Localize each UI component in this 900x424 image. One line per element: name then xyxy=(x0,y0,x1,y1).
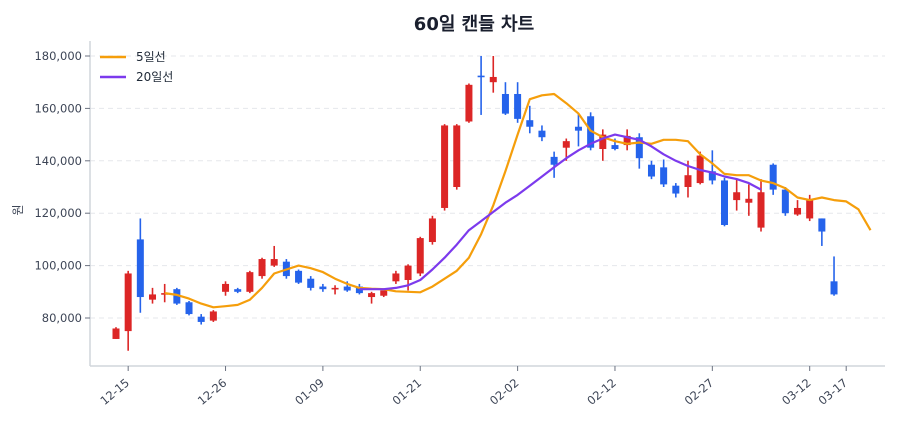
x-tick-label: 01-09 xyxy=(292,376,327,408)
ma5-line xyxy=(164,92,872,309)
legend: 5일선 20일선 xyxy=(100,50,173,84)
x-tick-label: 12-26 xyxy=(195,376,230,408)
candle xyxy=(830,256,838,296)
candle xyxy=(136,218,144,313)
candle xyxy=(599,129,607,161)
y-tick-label: 100,000 xyxy=(34,259,82,273)
x-tick-label: 02-27 xyxy=(682,376,717,408)
y-tick-label: 160,000 xyxy=(34,101,82,115)
candle xyxy=(331,285,339,295)
candle xyxy=(477,56,485,115)
candle xyxy=(818,218,826,246)
x-tick-label: 02-12 xyxy=(584,376,619,408)
candle xyxy=(501,82,509,115)
moving-average-lines xyxy=(164,92,872,309)
y-tick-label: 140,000 xyxy=(34,154,82,168)
candle xyxy=(368,291,376,304)
candle xyxy=(149,287,157,304)
candle xyxy=(489,56,497,93)
candle xyxy=(781,187,789,216)
x-tick-label: 03-12 xyxy=(779,376,814,408)
legend-label-20day: 20일선 xyxy=(136,70,173,84)
candle xyxy=(392,270,400,284)
candle xyxy=(258,257,266,279)
x-tick-label: 02-02 xyxy=(487,376,522,408)
candle xyxy=(270,245,278,267)
candle xyxy=(319,283,327,292)
ma20-line xyxy=(359,133,762,291)
candle xyxy=(124,270,132,351)
candle xyxy=(647,160,655,180)
candle xyxy=(380,290,388,298)
candle xyxy=(721,177,728,227)
y-tick-label: 120,000 xyxy=(34,206,82,220)
x-tick-label: 01-21 xyxy=(390,376,425,408)
candle xyxy=(185,300,193,316)
candle xyxy=(234,287,242,294)
candle xyxy=(794,200,802,216)
candle xyxy=(733,179,741,211)
axes xyxy=(89,41,885,367)
candle xyxy=(112,327,120,339)
y-tick-label: 180,000 xyxy=(34,49,82,63)
candle xyxy=(745,184,753,216)
candle xyxy=(307,276,315,291)
chart-title: 60일 캔들 차트 xyxy=(414,14,534,35)
gridlines xyxy=(90,55,885,319)
legend-label-5day: 5일선 xyxy=(136,50,166,64)
candle xyxy=(514,82,522,123)
candle xyxy=(550,151,558,178)
candle xyxy=(769,163,777,195)
candle xyxy=(453,124,461,190)
candle xyxy=(708,150,716,185)
candle xyxy=(465,83,473,123)
candle xyxy=(416,236,424,277)
candle xyxy=(660,159,668,187)
x-axis-ticks: 12-15 12-26 01-09 01-21 02-02 02-12 02-27 03-12… xyxy=(97,366,850,408)
candle xyxy=(197,314,205,325)
candle xyxy=(757,179,765,232)
candle xyxy=(222,281,230,296)
x-tick-label: 12-15 xyxy=(97,376,132,408)
candle xyxy=(441,124,449,211)
y-axis-label: 원 xyxy=(11,204,25,215)
candle xyxy=(295,269,303,284)
candle xyxy=(672,183,680,198)
candle xyxy=(246,270,254,294)
candle xyxy=(428,215,436,245)
x-tick-label: 03-17 xyxy=(816,376,851,408)
candle xyxy=(173,287,181,305)
candle xyxy=(623,129,631,151)
y-tick-label: 80,000 xyxy=(42,311,82,325)
y-axis-ticks: 80,000 100,000 120,000 140,000 160,000 180,00… xyxy=(34,49,90,325)
candle xyxy=(538,125,546,142)
candle xyxy=(526,105,534,134)
candle xyxy=(209,310,217,322)
candle xyxy=(574,113,582,147)
